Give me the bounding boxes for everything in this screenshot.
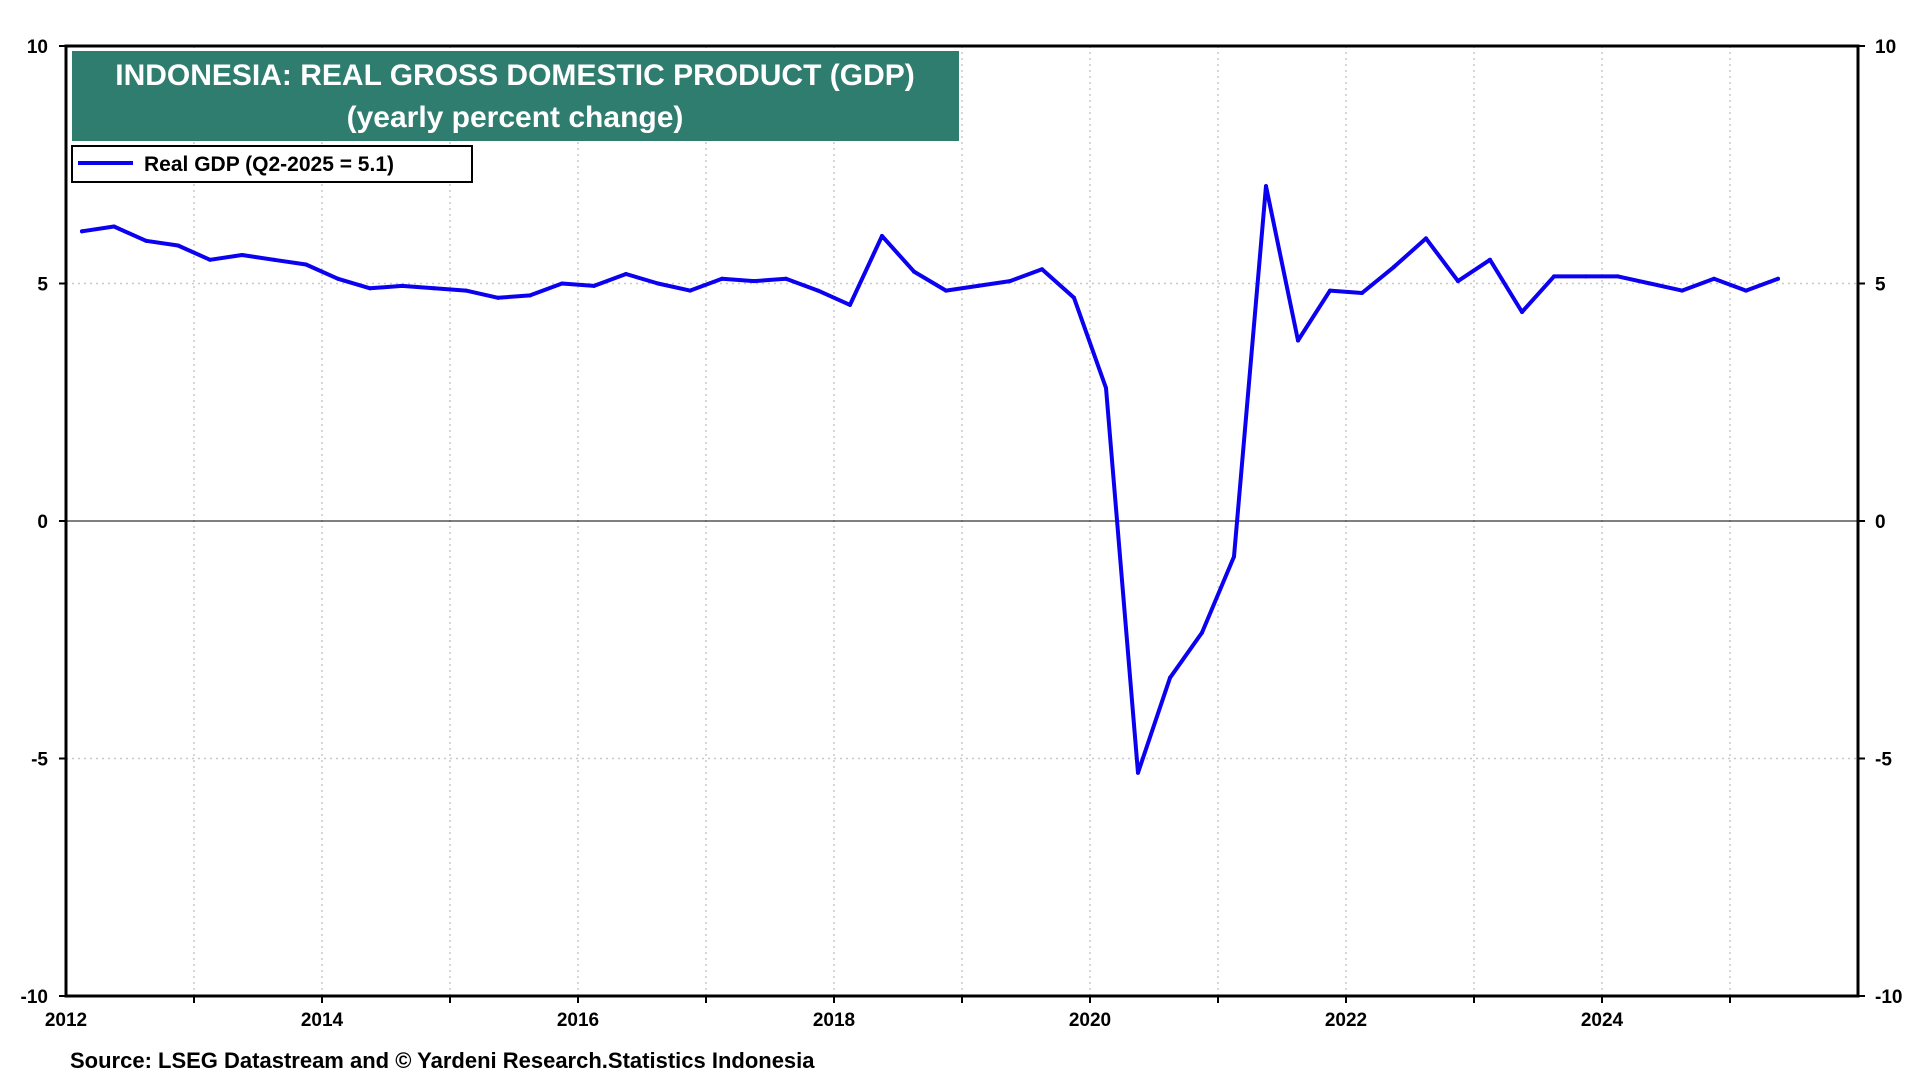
data-point	[272, 257, 276, 262]
y-tick-label-right: -5	[1875, 750, 1892, 771]
data-point	[112, 224, 116, 229]
data-point	[1520, 310, 1524, 314]
data-point	[1456, 279, 1460, 284]
data-point	[336, 276, 340, 281]
data-point	[1488, 257, 1492, 262]
data-point	[944, 288, 948, 293]
x-tick-label: 2022	[1325, 1010, 1367, 1031]
y-tick-label-left: -10	[21, 987, 48, 1008]
y-tick-label-left: 0	[37, 512, 48, 533]
data-point	[656, 281, 660, 286]
data-point	[1104, 386, 1108, 390]
data-point	[1040, 267, 1044, 272]
y-tick-label-right: 5	[1875, 275, 1886, 296]
left-y-axis: 10 5 0 -5 -10	[21, 37, 49, 1008]
data-point	[1712, 276, 1716, 281]
y-tick-label-right: 10	[1875, 37, 1896, 58]
x-tick-label: 2020	[1069, 1010, 1111, 1031]
data-point	[1296, 338, 1300, 343]
y-tick-label-left: 10	[27, 37, 48, 58]
data-point	[368, 286, 372, 291]
data-point	[1008, 279, 1012, 284]
legend: Real GDP (Q2-2025 = 5.1)	[71, 145, 473, 183]
series-layer	[80, 184, 1780, 775]
data-point	[1200, 630, 1204, 635]
x-tick-label: 2018	[813, 1010, 855, 1031]
data-point	[80, 229, 84, 234]
data-point	[1648, 281, 1652, 286]
data-point	[144, 238, 148, 243]
data-point	[784, 276, 788, 281]
data-point	[1392, 264, 1396, 269]
data-point	[624, 272, 628, 276]
data-point	[720, 276, 724, 281]
data-point	[1232, 554, 1236, 559]
y-tick-label-right: -10	[1875, 987, 1902, 1008]
title-background	[72, 51, 959, 141]
data-point	[1616, 274, 1620, 279]
data-point	[1360, 291, 1364, 295]
data-point	[400, 283, 404, 288]
data-point	[752, 279, 756, 284]
y-tick-label-left: 5	[37, 275, 48, 296]
data-point	[1072, 295, 1076, 300]
data-point	[592, 283, 596, 288]
data-point	[496, 295, 500, 300]
right-y-axis: 10 5 0 -5 -10	[1875, 37, 1902, 1008]
x-tick-label: 2012	[45, 1010, 87, 1031]
data-point	[976, 283, 980, 288]
source-note: Source: LSEG Datastream and © Yardeni Re…	[70, 1048, 815, 1073]
data-point	[880, 234, 884, 238]
chart-title: INDONESIA: REAL GROSS DOMESTIC PRODUCT (…	[115, 59, 914, 92]
data-point	[1264, 184, 1268, 189]
tick-marks	[59, 45, 1865, 1003]
data-point	[816, 288, 820, 293]
legend-box	[71, 145, 473, 183]
x-tick-label: 2014	[301, 1010, 344, 1031]
chart-subtitle: (yearly percent change)	[347, 101, 684, 134]
data-point	[1584, 274, 1588, 279]
data-point	[176, 243, 180, 248]
data-point	[1136, 770, 1140, 775]
data-point	[1680, 288, 1684, 293]
data-point	[304, 262, 308, 267]
data-point	[432, 286, 436, 291]
x-tick-label: 2016	[557, 1010, 599, 1031]
data-point	[240, 253, 244, 257]
data-point	[848, 302, 852, 307]
y-tick-label-right: 0	[1875, 512, 1886, 533]
data-point	[560, 281, 564, 286]
series-line-real-gdp	[80, 184, 1780, 775]
data-point	[1776, 276, 1780, 281]
data-point	[1424, 236, 1428, 241]
x-axis: 2012 2014 2016 2018 2020 2022 2024	[45, 1010, 1624, 1031]
data-point	[1552, 274, 1556, 279]
legend-label: Real GDP (Q2-2025 = 5.1)	[144, 153, 394, 176]
data-point	[528, 293, 532, 298]
data-point	[208, 257, 212, 262]
data-point	[1328, 288, 1332, 293]
title-box: INDONESIA: REAL GROSS DOMESTIC PRODUCT (…	[72, 51, 959, 141]
data-point	[688, 288, 692, 293]
data-point	[912, 269, 916, 274]
data-point	[1744, 288, 1748, 293]
x-tick-label: 2024	[1581, 1010, 1624, 1031]
y-tick-label-left: -5	[31, 750, 48, 771]
data-point	[464, 288, 468, 293]
data-point	[1168, 675, 1172, 680]
